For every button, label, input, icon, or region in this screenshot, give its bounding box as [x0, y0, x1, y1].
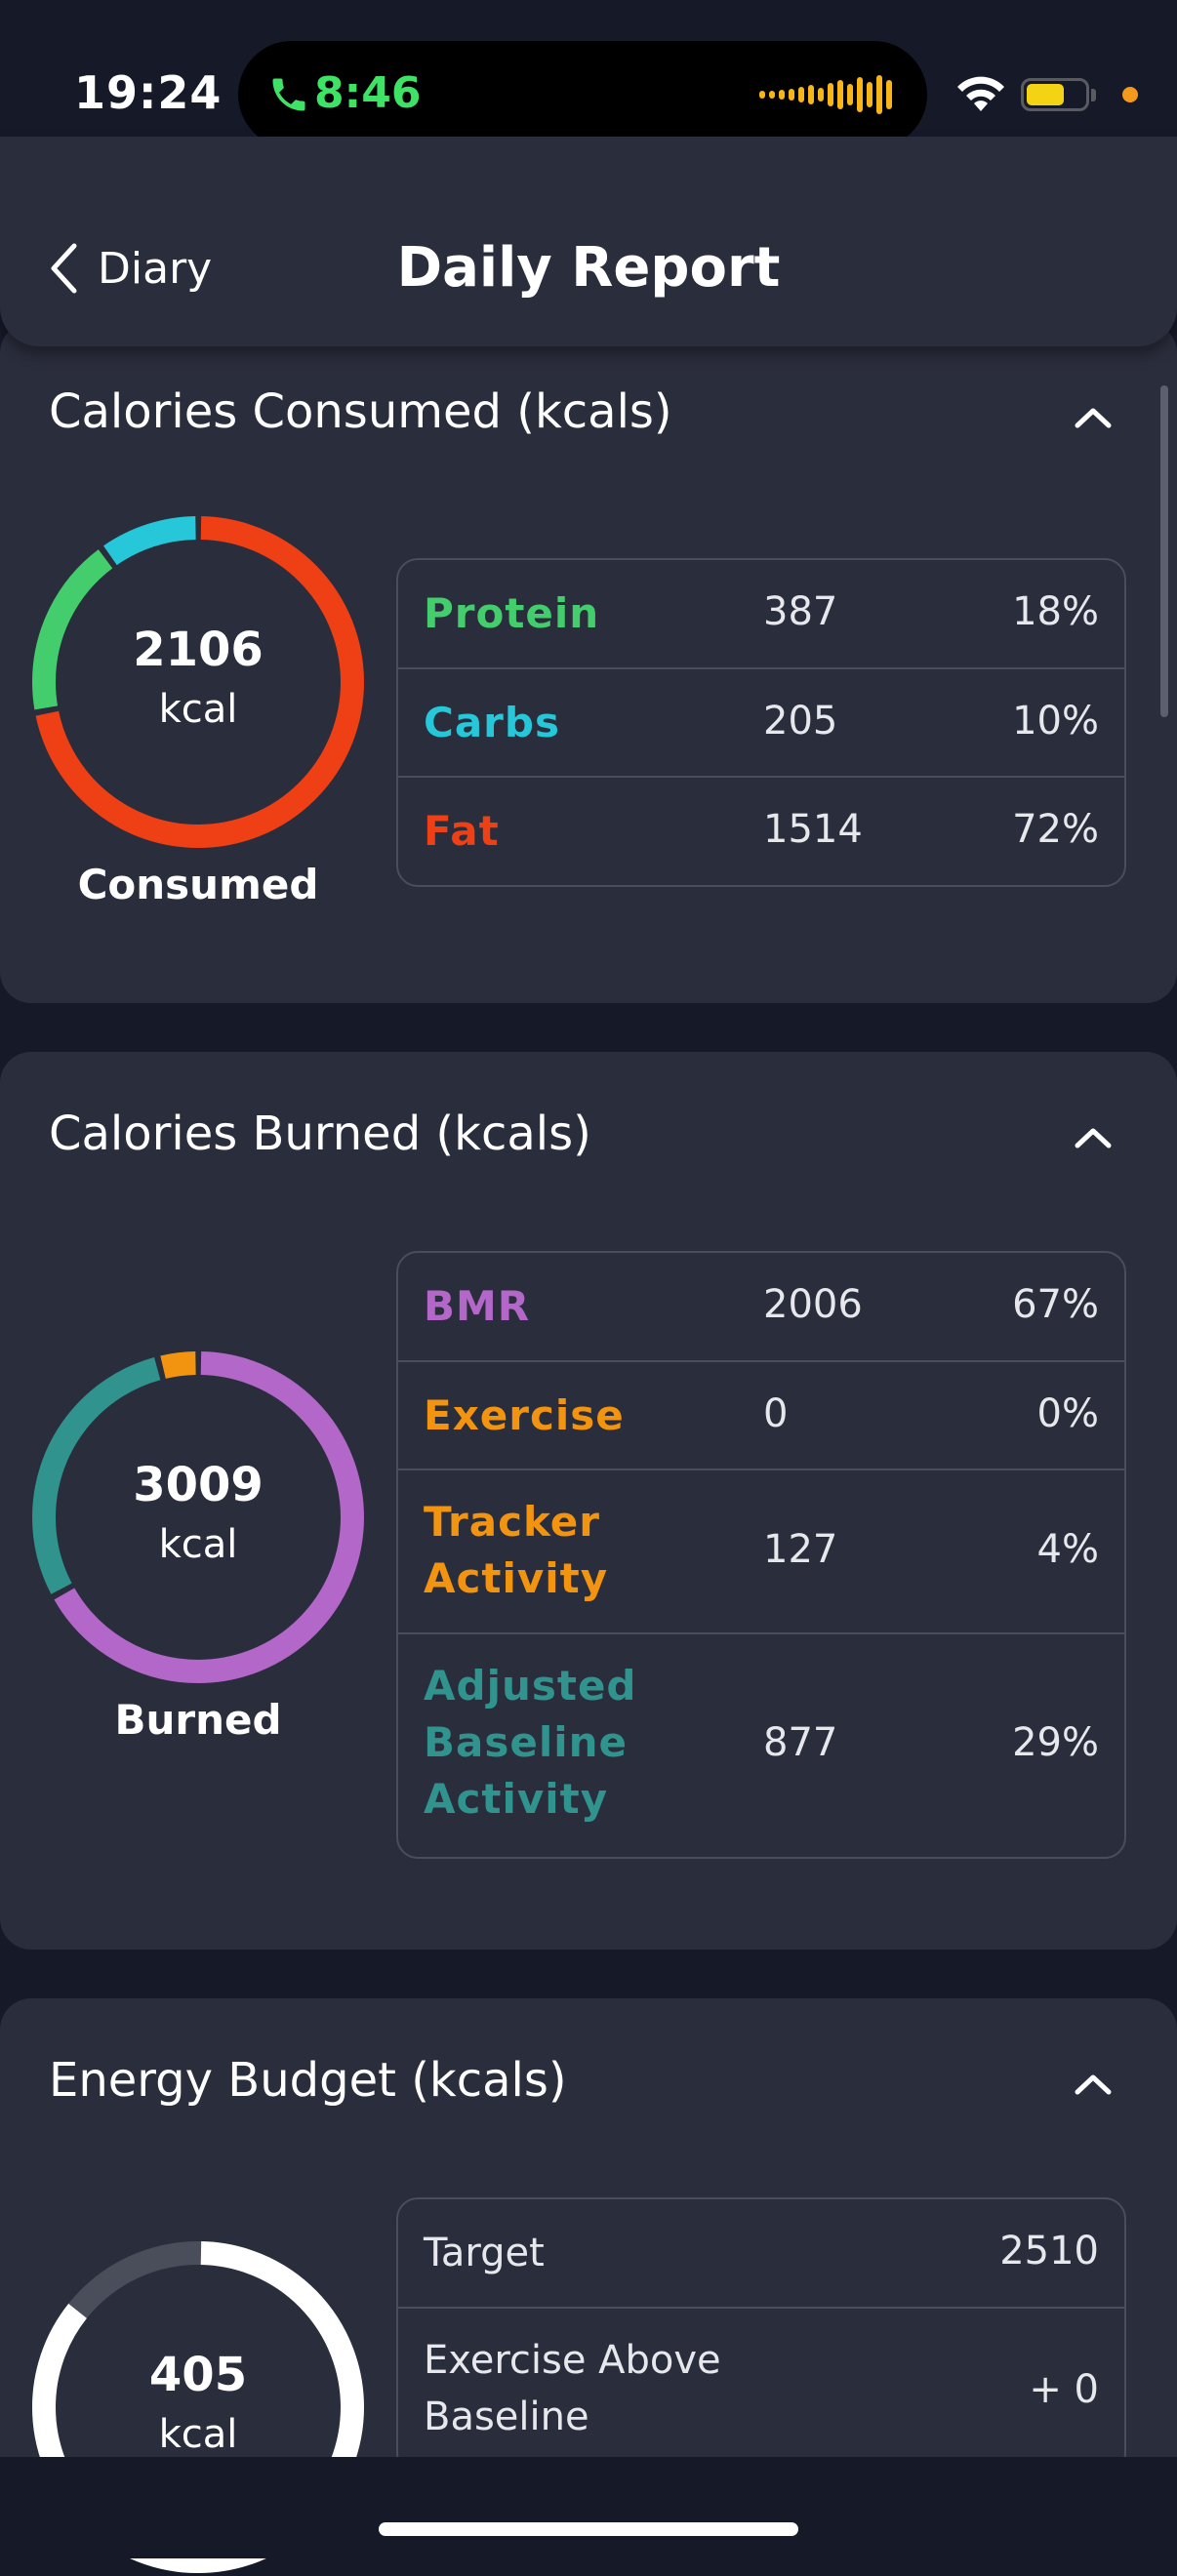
row-name: Protein: [424, 589, 600, 637]
call-duration: 8:46: [314, 68, 422, 118]
row-percent: 4%: [1036, 1527, 1099, 1572]
table-row: Carbs 205 10%: [398, 667, 1124, 776]
budget-unit: kcal: [158, 2412, 238, 2457]
table-row: Exercise Above Baseline + 0: [398, 2307, 1124, 2473]
row-percent: 67%: [1012, 1282, 1099, 1327]
bottom-safe-area: [0, 2457, 1177, 2558]
table-row: BMR 2006 67%: [398, 1253, 1124, 1360]
ring-segment-protein: [32, 516, 364, 848]
burned-unit: kcal: [158, 1522, 238, 1567]
row-value: 2006: [763, 1282, 863, 1327]
row-percent: 0%: [1036, 1391, 1099, 1436]
row-name: Carbs: [424, 699, 560, 746]
table-row: Target 2510: [398, 2199, 1124, 2307]
home-indicator[interactable]: [379, 2522, 798, 2536]
back-button[interactable]: Diary: [49, 234, 212, 302]
row-value: 2510: [999, 2229, 1099, 2274]
card-title: Energy Budget (kcals): [49, 2053, 567, 2108]
scroll-indicator[interactable]: [1160, 385, 1168, 717]
energy-budget-card: Energy Budget (kcals) 405 kcal Target 25…: [0, 1998, 1177, 2573]
table-row: Fat 1514 72%: [398, 776, 1124, 885]
row-value: 205: [763, 699, 838, 744]
row-percent: 18%: [1012, 589, 1099, 634]
budget-table: Target 2510 Exercise Above Baseline + 0: [396, 2197, 1126, 2475]
page-title: Daily Report: [396, 236, 781, 300]
calories-burned-card: Calories Burned (kcals) 3009 kcal Burned…: [0, 1052, 1177, 1950]
row-percent: 10%: [1012, 699, 1099, 744]
audio-wave-icon: [759, 72, 892, 117]
orange-dot-indicator: [1122, 87, 1138, 102]
row-percent: 72%: [1012, 807, 1099, 852]
row-name: Fat: [424, 807, 500, 855]
nav-header: Diary Daily Report: [0, 137, 1177, 346]
table-row: Tracker Activity 127 4%: [398, 1469, 1124, 1632]
card-title: Calories Consumed (kcals): [49, 384, 672, 439]
battery-icon: [1021, 78, 1097, 113]
ring-segment-bmr: [32, 1351, 364, 1683]
consumed-ring-chart: 2106 kcal: [29, 513, 367, 851]
budget-total: 405: [148, 2348, 248, 2402]
row-value: + 0: [1029, 2367, 1099, 2412]
chevron-up-icon[interactable]: [1072, 1124, 1115, 1151]
burned-table: BMR 2006 67% Exercise 0 0% Tracker Activ…: [396, 1251, 1126, 1859]
row-value: 127: [763, 1527, 838, 1572]
row-name: Tracker Activity: [424, 1498, 609, 1602]
burned-total: 3009: [133, 1458, 264, 1512]
row-name: Target: [424, 2231, 545, 2275]
consumed-unit: kcal: [158, 687, 238, 732]
chevron-up-icon[interactable]: [1072, 404, 1115, 431]
chevron-left-icon: [51, 243, 77, 294]
ring-segment-fat: [32, 516, 364, 848]
wifi-icon: [957, 76, 1004, 111]
card-title: Calories Burned (kcals): [49, 1107, 591, 1161]
chevron-up-icon[interactable]: [1072, 2071, 1115, 2098]
consumed-total: 2106: [133, 623, 264, 677]
table-row: Protein 387 18%: [398, 560, 1124, 667]
row-value: 387: [763, 589, 838, 634]
burned-label: Burned: [114, 1696, 282, 1744]
back-label: Diary: [98, 243, 213, 294]
consumed-label: Consumed: [77, 861, 319, 908]
macros-table: Protein 387 18% Carbs 205 10% Fat 1514 7…: [396, 558, 1126, 887]
row-name: Exercise: [424, 1391, 625, 1439]
row-percent: 29%: [1012, 1720, 1099, 1765]
row-value: 0: [763, 1391, 789, 1436]
row-name: Exercise Above Baseline: [424, 2338, 721, 2439]
table-row: Adjusted Baseline Activity 877 29%: [398, 1632, 1124, 1857]
calories-consumed-card: Calories Consumed (kcals) 2106 kcal Cons…: [0, 322, 1177, 1003]
row-name: BMR: [424, 1282, 531, 1330]
table-row: Exercise 0 0%: [398, 1360, 1124, 1469]
status-time: 19:24: [74, 66, 223, 119]
row-value: 877: [763, 1720, 838, 1765]
dynamic-island-call[interactable]: 8:46: [238, 41, 927, 148]
phone-icon: [272, 78, 305, 111]
row-value: 1514: [763, 807, 863, 852]
burned-ring-chart: 3009 kcal: [29, 1348, 367, 1686]
status-bar: 19:24 8:46: [0, 0, 1177, 185]
row-name: Adjusted Baseline Activity: [424, 1662, 637, 1823]
ring-segment-adjusted-baseline-activity: [32, 1351, 364, 1683]
